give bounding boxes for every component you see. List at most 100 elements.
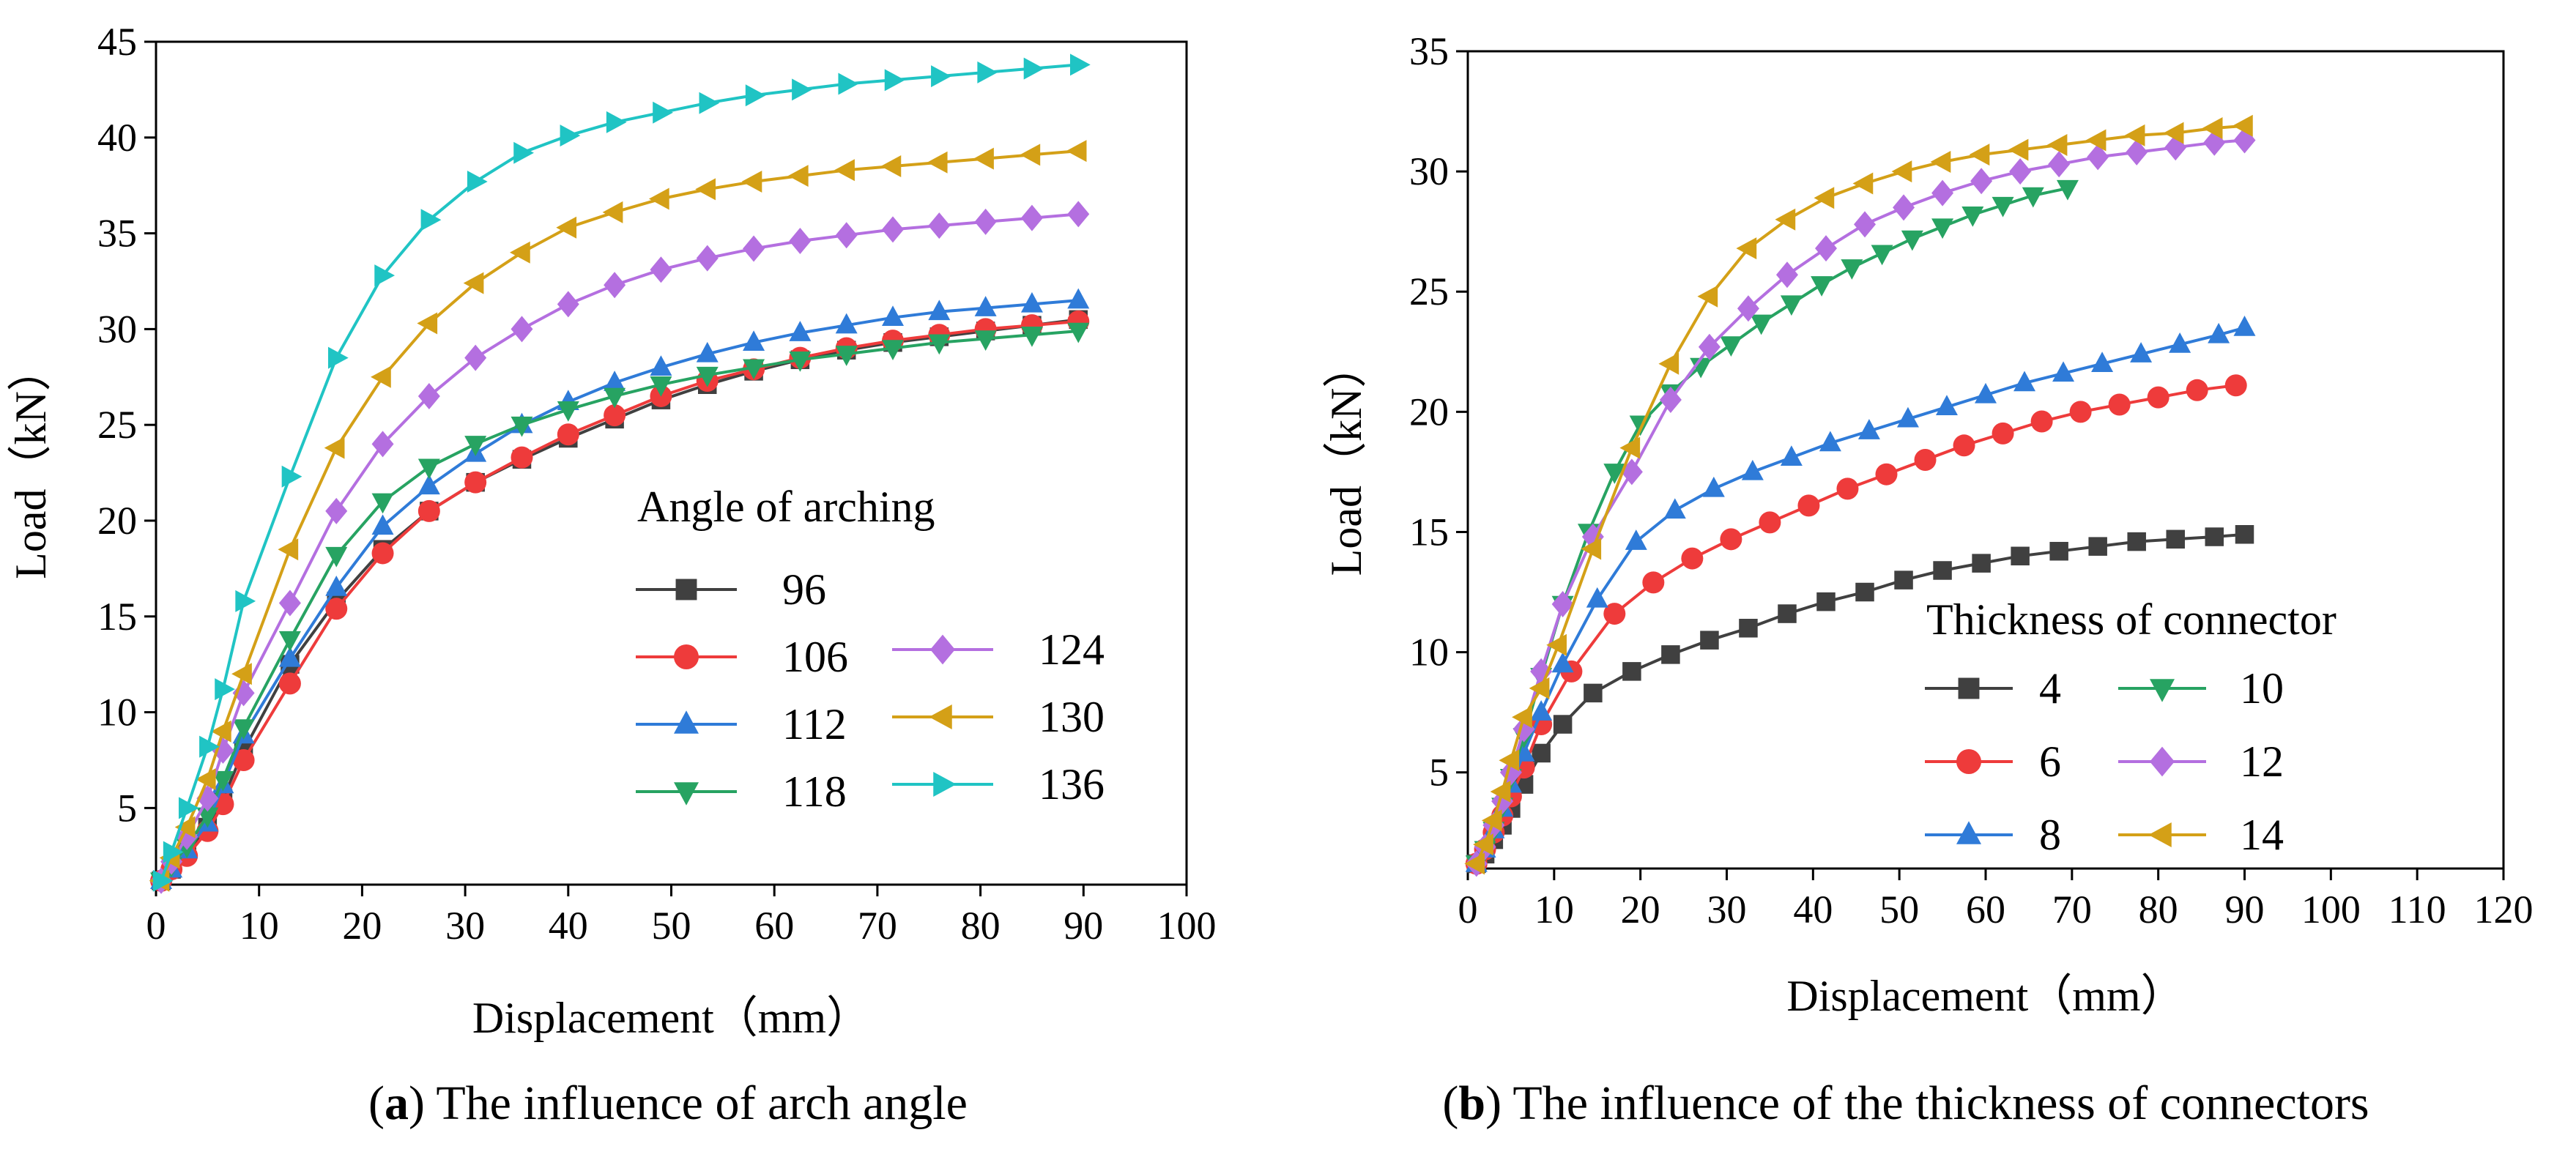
data-point xyxy=(1737,295,1759,322)
legend-item-10: 10 xyxy=(2118,664,2284,713)
data-point xyxy=(1811,276,1833,297)
legend-label: 4 xyxy=(2039,664,2061,713)
legend-item-136: 136 xyxy=(892,760,1105,808)
legend-label: 12 xyxy=(2240,737,2284,786)
data-point xyxy=(743,235,765,262)
data-point xyxy=(789,321,812,341)
x-tick-label: 40 xyxy=(549,904,588,948)
data-point xyxy=(2224,374,2247,397)
data-point xyxy=(1529,677,1550,699)
legend-title: Angle of arching xyxy=(637,483,935,531)
x-tick-label: 0 xyxy=(1458,888,1478,932)
data-point xyxy=(420,209,442,231)
data-point xyxy=(1690,357,1712,379)
data-point xyxy=(325,546,348,568)
data-point xyxy=(235,590,256,612)
data-point xyxy=(327,346,349,369)
data-point xyxy=(195,768,216,791)
data-point xyxy=(1780,445,1803,466)
legend-item-8: 8 xyxy=(1925,811,2061,859)
data-point xyxy=(2022,187,2044,208)
legend-label: 124 xyxy=(1039,625,1105,674)
data-point xyxy=(604,272,626,299)
data-point xyxy=(977,61,998,83)
data-point xyxy=(1681,547,1704,570)
data-point xyxy=(163,841,184,863)
legend-marker xyxy=(674,782,699,806)
data-point xyxy=(1775,261,1798,289)
series-12 xyxy=(1465,127,2256,877)
legend-label: 96 xyxy=(782,565,826,614)
legend-item-112: 112 xyxy=(636,700,847,748)
data-point xyxy=(2056,179,2079,201)
data-point xyxy=(417,382,440,409)
data-point xyxy=(1970,168,1993,195)
data-point xyxy=(789,228,812,255)
data-point xyxy=(1893,194,1915,221)
data-point xyxy=(1659,386,1682,413)
data-point xyxy=(606,111,627,133)
series-line xyxy=(160,318,1079,882)
y-tick-label: 10 xyxy=(97,691,137,735)
data-point xyxy=(743,330,765,351)
data-point xyxy=(931,65,951,88)
y-tick-label: 5 xyxy=(117,786,137,830)
data-point xyxy=(1481,809,1502,832)
data-point xyxy=(1720,336,1742,357)
data-point xyxy=(1930,150,1951,173)
series-118 xyxy=(150,322,1090,893)
legend-marker xyxy=(674,710,699,734)
data-point xyxy=(1750,314,1773,335)
series-line xyxy=(160,63,1079,882)
data-point xyxy=(371,514,394,535)
data-point xyxy=(178,797,199,819)
legend-label: 130 xyxy=(1039,693,1105,741)
data-point xyxy=(371,542,394,565)
data-point xyxy=(835,222,858,249)
data-point xyxy=(1603,603,1626,625)
x-tick-label: 0 xyxy=(146,904,166,948)
data-point xyxy=(371,365,391,388)
data-point xyxy=(1663,498,1686,519)
y-tick-label: 40 xyxy=(97,116,137,160)
data-point xyxy=(1969,144,1990,166)
data-point xyxy=(1759,511,1781,534)
data-point xyxy=(2126,138,2148,166)
x-tick-label: 50 xyxy=(652,904,691,948)
data-point xyxy=(278,646,301,667)
data-point xyxy=(1067,322,1090,343)
data-point xyxy=(1020,326,1043,347)
data-point xyxy=(1581,538,1602,560)
x-tick-label: 70 xyxy=(2052,888,2092,932)
data-point xyxy=(1584,683,1603,703)
data-point xyxy=(325,598,348,620)
legend: Thickness of connector 4 6 8 10 12 14 xyxy=(1925,595,2336,859)
data-point xyxy=(1914,449,1937,471)
data-point xyxy=(1975,382,1997,404)
panel-b-chart: 0 10 20 30 40 50 60 70 80 90 100 110 120 5 10 15 20 25 30 3… xyxy=(1322,29,2534,1130)
data-point xyxy=(2048,151,2071,178)
legend-marker xyxy=(930,634,955,665)
data-point xyxy=(1625,529,1647,550)
data-point xyxy=(1702,476,1725,497)
caption-paren-close: ) xyxy=(409,1077,436,1130)
data-point xyxy=(1490,780,1511,803)
data-point xyxy=(417,312,438,335)
x-tick-label: 10 xyxy=(240,904,279,948)
caption-text: The influence of arch angle xyxy=(436,1077,968,1130)
caption-letter: b xyxy=(1458,1077,1485,1130)
data-point xyxy=(696,366,719,387)
data-point xyxy=(2186,379,2208,401)
data-point xyxy=(2130,342,2153,362)
data-point xyxy=(1953,434,1975,457)
data-point xyxy=(1797,494,1820,517)
data-point xyxy=(2085,129,2107,152)
data-point xyxy=(2169,332,2191,353)
data-point xyxy=(1658,352,1679,375)
data-point xyxy=(2049,541,2068,561)
data-point xyxy=(2163,122,2184,144)
data-point xyxy=(324,436,345,459)
data-point xyxy=(974,330,997,351)
caption-paren-open: ( xyxy=(368,1077,385,1130)
x-tick-label: 10 xyxy=(1534,888,1574,932)
